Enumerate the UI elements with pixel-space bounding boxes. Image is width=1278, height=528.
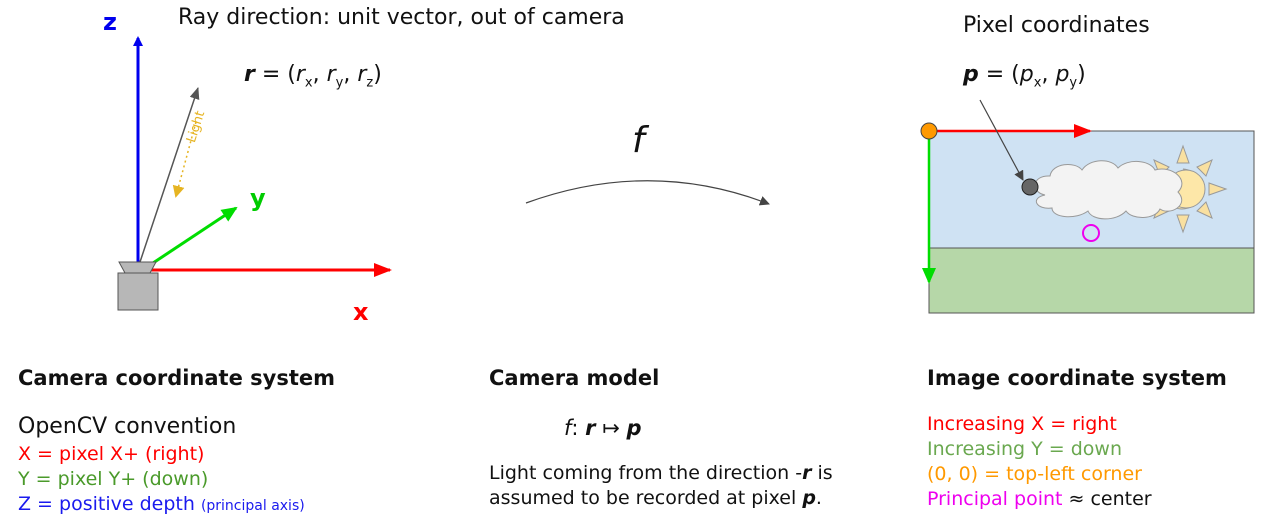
r-sub-x: x [304, 75, 313, 91]
p-sub-x: x [1033, 75, 1042, 91]
principal-point-text: Principal point [927, 488, 1063, 510]
image-ground-area [928, 247, 1255, 314]
image-principal-line: Principal point ≈ center [927, 488, 1152, 510]
image-corner-line: (0, 0) = top-left corner [927, 463, 1142, 485]
map-colon: : [571, 416, 586, 440]
axis-x-label: x [353, 298, 369, 326]
p-comp-2: p [1055, 62, 1070, 87]
ray-arrow [139, 87, 200, 263]
map-r: r [585, 416, 596, 440]
ray-vector-formula: r = (rx, ry, rz) [244, 62, 382, 91]
desc2-b: . [815, 487, 822, 509]
mapping-arc-arrow [525, 180, 770, 206]
map-p: p [626, 416, 642, 440]
p-comp-1: p [1019, 62, 1034, 87]
camera-model-heading: Camera model [489, 366, 660, 390]
image-x-line: Increasing X = right [927, 413, 1117, 435]
pix-close: ) [1077, 62, 1086, 87]
pixel-point-dot [1021, 178, 1039, 196]
principal-rest-text: ≈ center [1062, 488, 1152, 510]
axis-z-label: z [103, 8, 117, 36]
r-comp-3: r [357, 62, 367, 87]
camera-lens-icon [118, 261, 157, 274]
camera-z-note: (principal axis) [200, 498, 305, 514]
camera-model-desc-2: assumed to be recorded at pixel p. [489, 487, 822, 509]
principal-point-marker [1082, 224, 1100, 242]
p-sub-y: y [1069, 75, 1078, 91]
desc1-a: Light coming from the direction - [489, 462, 803, 484]
r-sub-z: z [366, 75, 374, 91]
desc1-r: r [802, 462, 812, 484]
pix-comma: , [1041, 62, 1056, 87]
y-axis-arrow [149, 206, 238, 267]
camera-body-icon [117, 272, 159, 311]
desc1-b: is [811, 462, 833, 484]
image-origin-dot [920, 122, 938, 140]
pix-eq: = ( [978, 62, 1020, 87]
r-symbol: r [244, 62, 255, 87]
camera-model-desc-1: Light coming from the direction -r is [489, 462, 833, 484]
map-f: f [564, 416, 572, 440]
formula-close: ) [373, 62, 382, 87]
pixel-pointer-arrow [979, 99, 1024, 181]
camera-coordinate-heading: Camera coordinate system [18, 366, 335, 390]
axis-y-label: y [250, 184, 266, 212]
f-symbol-label: f [632, 120, 645, 161]
image-y-line: Increasing Y = down [927, 438, 1123, 460]
camera-z-line: Z = positive depth (principal axis) [18, 493, 305, 515]
formula-eq: = ( [254, 62, 296, 87]
pixel-vector-formula: p = (px, py) [963, 62, 1086, 90]
ray-direction-title: Ray direction: unit vector, out of camer… [178, 5, 625, 30]
camera-x-line: X = pixel X+ (right) [18, 443, 205, 465]
cloud-icon [1034, 160, 1183, 220]
camera-y-line: Y = pixel Y+ (down) [18, 468, 209, 490]
map-arrow: ↦ [595, 416, 627, 440]
opencv-convention: OpenCV convention [18, 414, 237, 439]
pixel-coordinates-title: Pixel coordinates [963, 13, 1150, 38]
image-coordinate-heading: Image coordinate system [927, 366, 1227, 390]
desc2-p: p [802, 487, 816, 509]
p-symbol: p [963, 62, 979, 87]
r-comp-2: r [326, 62, 336, 87]
r-sub-y: y [335, 75, 344, 91]
camera-z-main: Z = positive depth [18, 493, 195, 515]
mapping-formula: f: r ↦ p [564, 416, 642, 440]
desc2-a: assumed to be recorded at pixel [489, 487, 803, 509]
r-comp-1: r [295, 62, 305, 87]
